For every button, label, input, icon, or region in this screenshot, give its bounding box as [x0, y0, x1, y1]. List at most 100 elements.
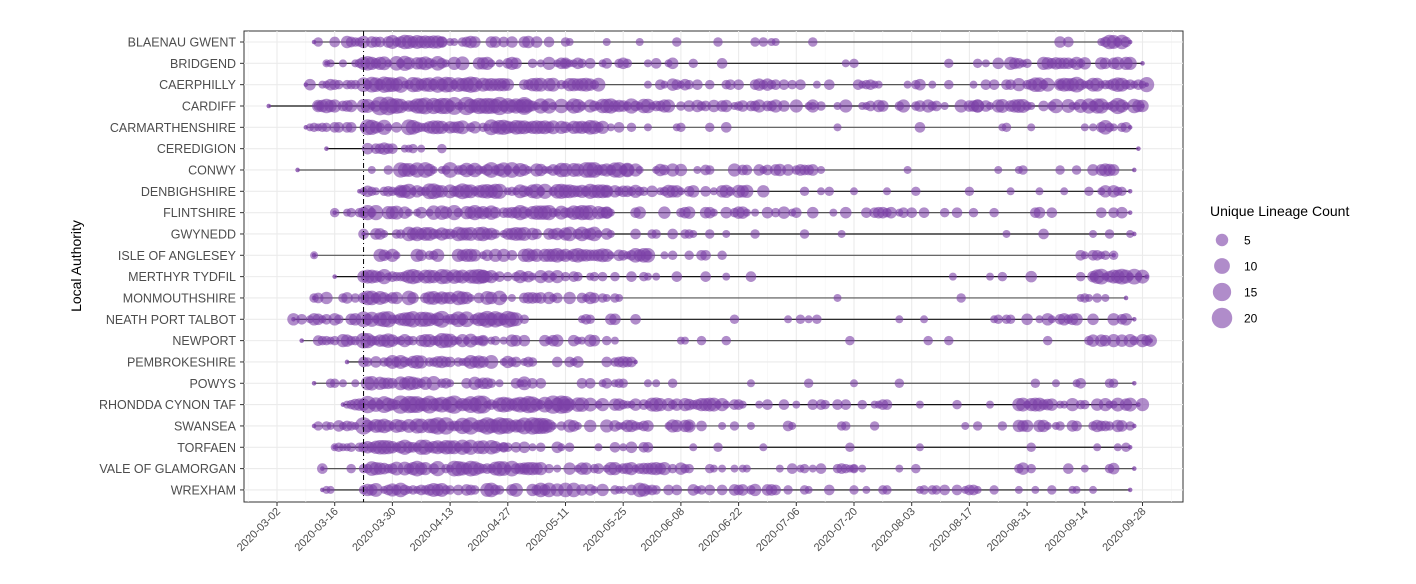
x-tick-label: 2020-08-03: [870, 506, 918, 554]
bubble: [643, 80, 652, 89]
bubble: [1116, 420, 1128, 432]
bubble: [799, 463, 810, 474]
bubble: [573, 271, 583, 282]
bubble: [1080, 251, 1089, 260]
bubble: [484, 354, 499, 369]
bubble: [615, 293, 624, 302]
bubble: [1093, 443, 1102, 452]
bubble: [839, 99, 853, 113]
bubble: [527, 357, 538, 367]
bubble: [1005, 314, 1016, 325]
bubble: [981, 59, 990, 68]
bubble: [736, 484, 749, 496]
bubble: [430, 461, 446, 477]
bubble: [716, 484, 728, 496]
bubble: [928, 80, 937, 89]
series-rhondda-cynon-taf: [340, 395, 1150, 414]
bubble: [554, 98, 569, 114]
bubble: [823, 79, 835, 90]
bubble: [338, 59, 347, 68]
x-tick-label: 2020-07-20: [812, 506, 860, 554]
bubble: [368, 482, 383, 497]
x-tick-label: 2020-05-25: [581, 506, 629, 554]
bubble: [326, 421, 335, 430]
bubble: [841, 421, 851, 431]
bubble: [911, 186, 921, 197]
bubble: [717, 250, 727, 261]
legend-label: 5: [1244, 234, 1251, 248]
bubble: [660, 251, 669, 260]
bubble: [1107, 462, 1120, 475]
bubble: [862, 485, 871, 494]
bubble: [350, 293, 361, 303]
bubble: [1035, 315, 1044, 324]
y-tick-label: CARDIFF: [182, 99, 237, 113]
x-tick-label: 2020-03-16: [293, 506, 341, 554]
bubble: [771, 38, 780, 46]
bubble: [584, 58, 596, 69]
bubble: [989, 485, 999, 495]
bubble: [553, 464, 562, 473]
bubble: [720, 206, 733, 219]
bubble: [750, 37, 760, 47]
bubble: [610, 336, 619, 345]
bubble: [329, 36, 341, 48]
bubble: [788, 421, 797, 430]
legend-key: [1214, 258, 1230, 274]
bubble: [408, 143, 418, 154]
bubble: [789, 99, 803, 113]
bubble: [391, 122, 402, 133]
bubble: [326, 59, 335, 68]
bubble: [613, 122, 625, 133]
bubble: [755, 400, 764, 409]
bubble: [849, 58, 859, 69]
bubble: [997, 271, 1008, 282]
bubble: [948, 272, 957, 281]
bubble: [741, 164, 753, 176]
bubble: [676, 122, 686, 133]
bubble: [1135, 398, 1150, 412]
bubble: [688, 58, 699, 69]
bubble: [778, 79, 790, 90]
bubble: [1092, 293, 1102, 303]
bubble: [672, 37, 682, 47]
bubble: [894, 378, 905, 389]
bubble: [446, 379, 455, 388]
bubble: [346, 442, 356, 453]
bubble: [527, 377, 538, 389]
bubble: [783, 485, 793, 495]
y-tick-label: MONMOUTHSHIRE: [123, 291, 236, 305]
bubble: [787, 79, 797, 90]
bubble: [784, 315, 793, 324]
bubble: [499, 336, 508, 345]
bubble: [490, 229, 501, 239]
bubble: [522, 35, 535, 49]
bubble: [630, 313, 641, 325]
bubble: [466, 293, 475, 302]
y-tick-label: NEATH PORT TALBOT: [106, 313, 236, 327]
bubble: [705, 122, 715, 133]
bubble: [964, 186, 975, 197]
y-tick-label: CEREDIGION: [157, 142, 236, 156]
series-isle-of-anglesey: [310, 248, 1119, 263]
bubble: [795, 314, 806, 325]
bubble: [326, 485, 335, 494]
y-tick-label: ISLE OF ANGLESEY: [118, 249, 237, 263]
y-tick-label: DENBIGHSHIRE: [141, 185, 236, 199]
bubble: [700, 249, 711, 261]
bubble: [1089, 123, 1098, 132]
bubble: [841, 59, 850, 68]
bubble: [629, 398, 642, 411]
bubble: [1021, 313, 1033, 326]
bubble: [495, 379, 504, 388]
bubble: [595, 398, 610, 412]
bubble: [1126, 229, 1135, 238]
series-gwynedd: [358, 226, 1137, 242]
bubble: [501, 78, 515, 91]
bubble: [1026, 442, 1036, 453]
bubble: [1100, 250, 1111, 261]
bubble: [989, 207, 999, 218]
series-merthyr-tydfil: [332, 268, 1150, 285]
legend-label: 15: [1244, 286, 1258, 300]
bubble: [317, 463, 328, 474]
